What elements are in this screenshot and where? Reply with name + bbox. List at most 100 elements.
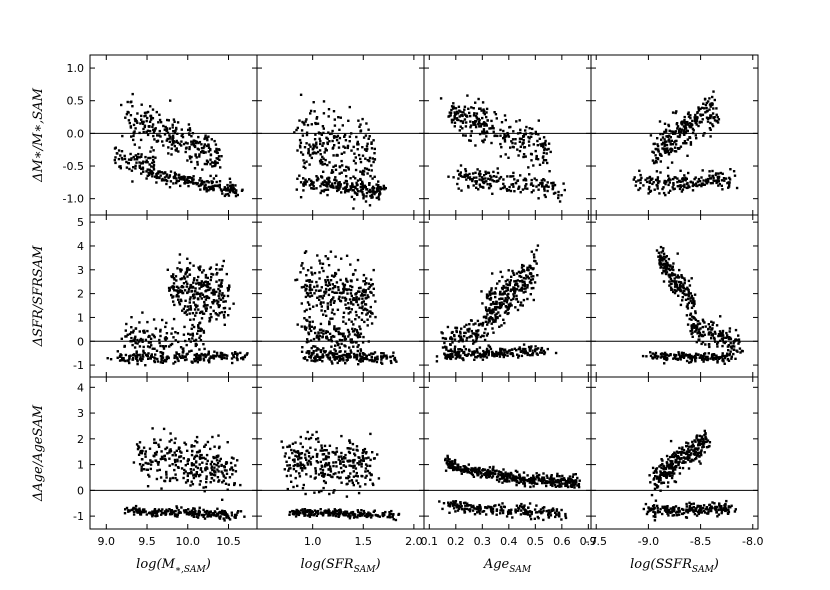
scatter-point [327,108,331,111]
scatter-point [137,511,140,514]
scatter-point [439,97,443,100]
scatter-point [226,192,230,196]
scatter-point [735,339,739,342]
scatter-point [150,116,153,119]
scatter-point [316,285,319,288]
scatter-point [307,352,311,355]
scatter-point [228,191,232,194]
scatter-point [459,348,462,351]
scatter-point [132,138,135,142]
scatter-point [333,118,336,121]
scatter-point [485,349,489,352]
scatter-point [329,300,332,304]
scatter-point [177,286,180,290]
scatter-point [319,158,323,162]
scatter-point [651,182,654,186]
scatter-point [363,148,367,151]
scatter-point [333,312,336,316]
scatter-point [315,187,318,190]
scatter-point [340,292,343,295]
scatter-point [668,129,671,132]
scatter-point [209,153,213,156]
scatter-point [659,353,663,356]
scatter-point [308,303,311,306]
scatter-point [154,156,157,159]
scatter-point [325,136,328,139]
scatter-point [193,308,197,311]
scatter-point [546,189,549,193]
scatter-point [140,155,143,158]
scatter-point [170,153,173,156]
scatter-point [370,142,373,145]
scatter-point [301,134,305,137]
scatter-point [662,247,665,250]
scatter-point [669,189,672,192]
scatter-point [679,185,682,188]
scatter-point [304,250,308,253]
scatter-point [367,168,370,172]
scatter-point [659,266,662,269]
scatter-point [475,176,478,179]
scatter-point [662,280,666,283]
scatter-point [540,346,544,350]
scatter-point [166,131,170,134]
scatter-point [547,142,551,145]
scatter-point [127,158,131,161]
scatter-point [179,298,183,301]
scatter-point [491,124,494,128]
scatter-point [711,169,714,173]
scatter-point [359,190,362,193]
scatter-point [659,171,662,174]
panel-points [106,253,249,367]
scatter-point [514,290,517,293]
scatter-point [192,301,195,304]
scatter-point [217,465,220,468]
scatter-point [732,342,735,345]
scatter-point [203,517,207,520]
scatter-point [213,354,217,358]
scatter-point [217,511,221,514]
scatter-point [162,124,165,128]
scatter-point [193,455,197,458]
scatter-point [184,150,187,154]
scatter-point [218,268,221,271]
scatter-point [194,512,197,516]
scatter-point [223,466,226,469]
scatter-point [677,288,680,291]
scatter-point [221,498,224,501]
scatter-point [669,150,673,154]
scatter-point [221,297,225,300]
scatter-point [190,470,193,474]
scatter-point [485,111,488,114]
scatter-point [164,179,168,182]
scatter-point [490,310,494,313]
scatter-point [446,325,450,329]
scatter-point [338,350,341,353]
scatter-point [202,456,205,460]
scatter-point [192,463,195,466]
scatter-point [194,439,197,443]
scatter-point [499,270,502,274]
scatter-point [349,349,352,352]
scatter-point [319,185,322,188]
scatter-point [358,325,361,328]
scatter-point [364,308,368,311]
scatter-point [141,121,144,124]
scatter-point [460,327,463,330]
scatter-point [677,131,681,134]
scatter-point [669,286,673,289]
scatter-point [166,268,169,271]
scatter-point [209,278,212,282]
scatter-point [138,345,142,348]
scatter-point [698,180,702,183]
scatter-point [707,327,710,331]
scatter-point [326,163,329,167]
scatter-point [458,115,461,118]
scatter-point [462,134,465,137]
scatter-point [727,337,731,341]
scatter-point [707,333,710,336]
scatter-point [443,341,446,345]
scatter-point [337,181,340,184]
scatter-point [506,294,509,297]
scatter-point [218,311,221,315]
